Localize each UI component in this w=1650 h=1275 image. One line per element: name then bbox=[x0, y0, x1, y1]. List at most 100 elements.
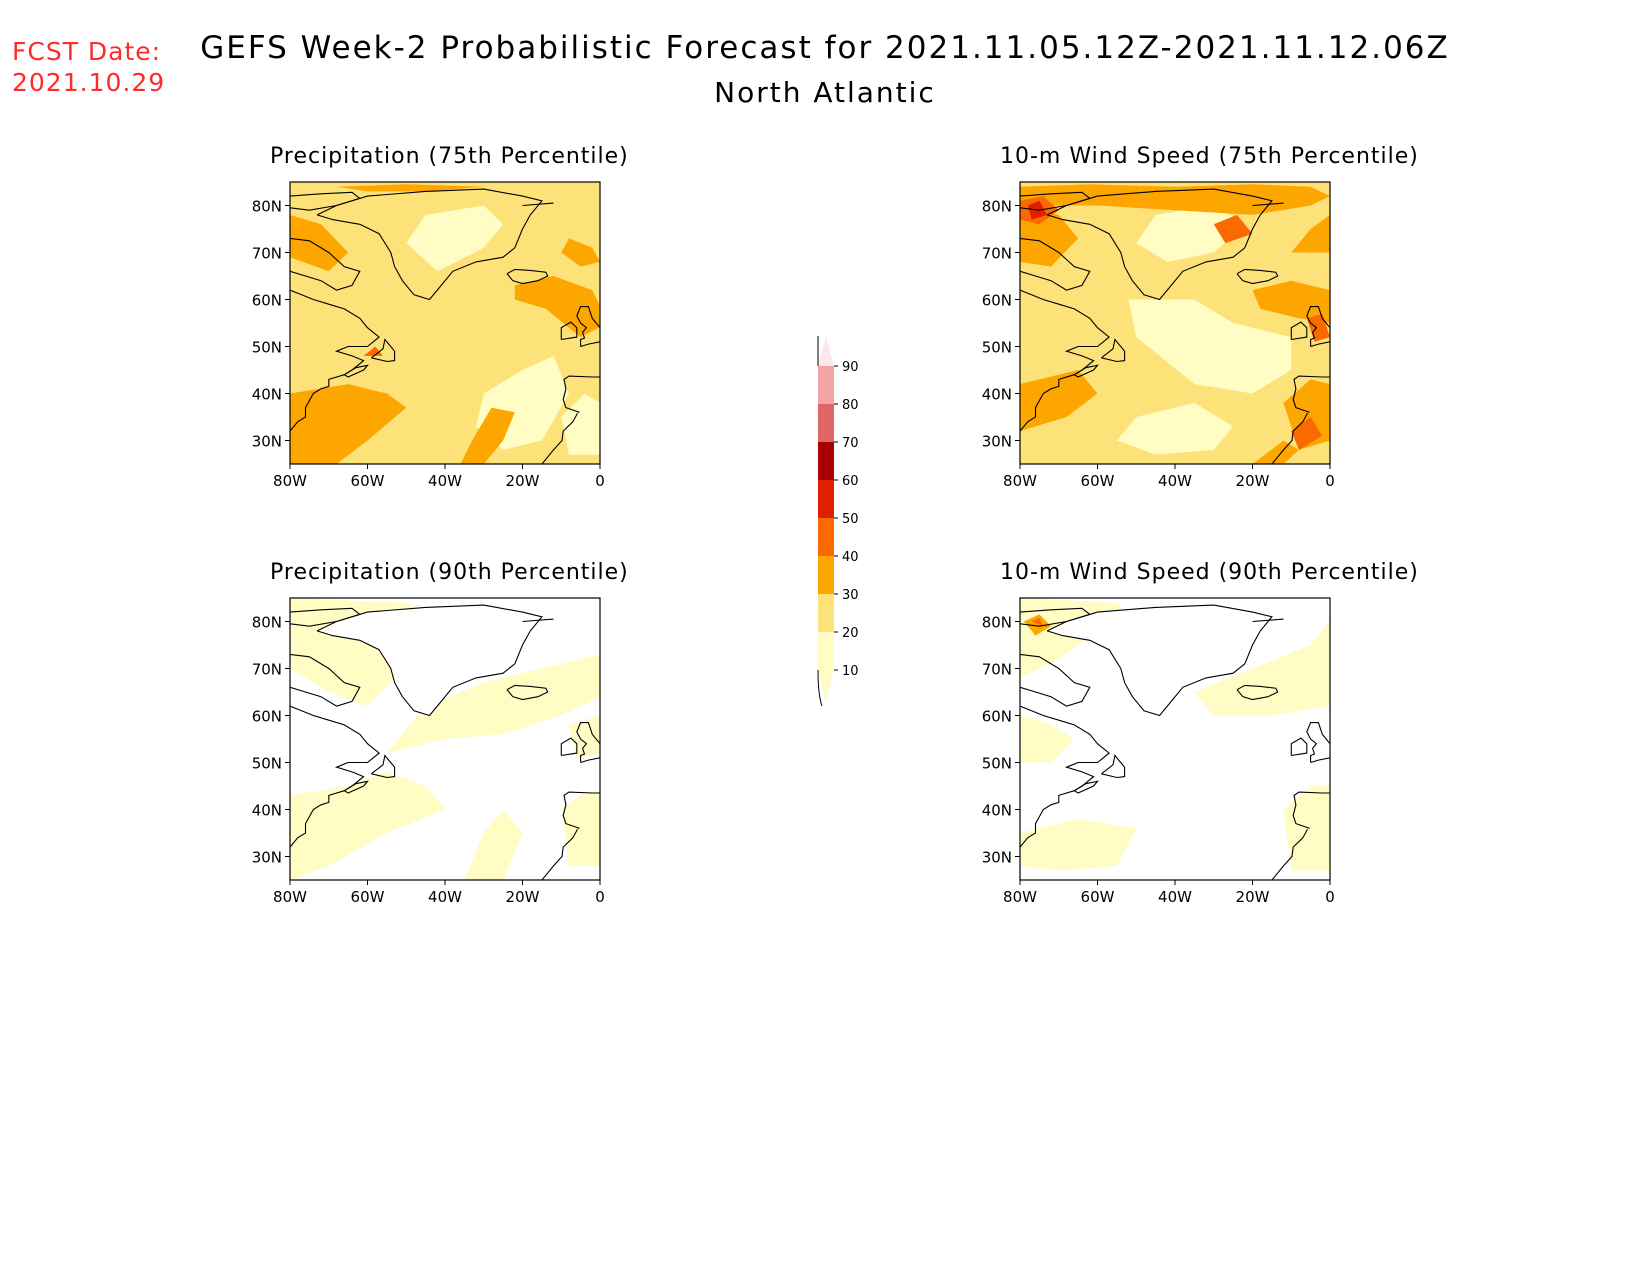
panel-title: 10-m Wind Speed (75th Percentile) bbox=[1000, 144, 1419, 169]
coastline bbox=[541, 828, 578, 880]
coastline bbox=[1252, 618, 1284, 623]
colorbar-label: 10 bbox=[842, 664, 859, 679]
coastline bbox=[1290, 737, 1308, 757]
lon-label: 40W bbox=[428, 472, 462, 490]
lon-label: 80W bbox=[1003, 888, 1037, 906]
probability-shading bbox=[1291, 417, 1323, 450]
map-wind-90: 80N 70N 60N 50N 40N 30N 80W 60W 40W 20W 0 bbox=[982, 597, 1335, 906]
lon-label: 80W bbox=[273, 472, 307, 490]
coastline bbox=[522, 202, 554, 207]
panel-title: Precipitation (90th Percentile) bbox=[270, 560, 629, 585]
coastline bbox=[1306, 722, 1330, 764]
fcst-date-value: 2021.10.29 bbox=[12, 68, 166, 97]
probability-shading bbox=[429, 219, 465, 244]
lat-label: 50N bbox=[252, 339, 282, 357]
probability-shading bbox=[561, 238, 600, 267]
lon-label: 20W bbox=[1236, 888, 1270, 906]
coastline bbox=[290, 705, 380, 848]
coastline bbox=[1236, 684, 1279, 701]
lat-label: 40N bbox=[252, 386, 282, 404]
probability-shading bbox=[1116, 402, 1234, 455]
coastline bbox=[1020, 705, 1110, 848]
lat-label: 50N bbox=[982, 755, 1012, 773]
coastline bbox=[1046, 604, 1273, 717]
greenland-land bbox=[317, 605, 542, 716]
colorbar-label: 70 bbox=[842, 436, 859, 451]
lat-label: 60N bbox=[252, 708, 282, 726]
colorbar-segment bbox=[818, 480, 834, 518]
probability-shading bbox=[1020, 818, 1137, 871]
probability-shading bbox=[514, 276, 600, 338]
page-title: GEFS Week-2 Probabilistic Forecast for 2… bbox=[200, 30, 1450, 66]
panel-wind-75: 10-m Wind Speed (75th Percentile) 80N 70N… bbox=[982, 144, 1470, 524]
coastlines bbox=[290, 604, 600, 880]
lat-label: 30N bbox=[982, 433, 1012, 451]
panel-title: Precipitation (75th Percentile) bbox=[270, 144, 629, 169]
coastline bbox=[1252, 202, 1284, 207]
probability-shading bbox=[336, 184, 484, 192]
coastline bbox=[1101, 754, 1126, 779]
lat-label: 70N bbox=[982, 245, 1012, 263]
colorbar-label: 20 bbox=[842, 626, 859, 641]
lat-label: 80N bbox=[982, 198, 1012, 216]
coastline bbox=[1271, 412, 1308, 464]
lon-label: 40W bbox=[1158, 472, 1192, 490]
coastline bbox=[1271, 828, 1308, 880]
coastline bbox=[290, 607, 361, 627]
probability-shading bbox=[561, 393, 600, 455]
coastline bbox=[562, 375, 600, 413]
coastline bbox=[290, 237, 361, 291]
panel-precip-75: Precipitation (75th Percentile) 80N 70N 60… bbox=[252, 144, 740, 524]
lat-label: 70N bbox=[982, 661, 1012, 679]
colorbar-bottom-arrow bbox=[818, 670, 834, 702]
colorbar-label: 50 bbox=[842, 512, 859, 527]
lon-label: 80W bbox=[1003, 472, 1037, 490]
lat-label: 60N bbox=[982, 292, 1012, 310]
region-subtitle: North Atlantic bbox=[714, 76, 936, 109]
shading-layer bbox=[1020, 598, 1330, 871]
lon-label: 60W bbox=[351, 472, 385, 490]
colorbar-segment bbox=[818, 632, 834, 670]
probability-shading bbox=[290, 384, 407, 464]
coastline bbox=[506, 268, 549, 285]
lat-label: 70N bbox=[252, 661, 282, 679]
probability-shading bbox=[1291, 214, 1330, 253]
coastline bbox=[560, 321, 578, 341]
coastline bbox=[1292, 791, 1330, 829]
colorbar-label: 60 bbox=[842, 474, 859, 489]
lat-label: 70N bbox=[252, 245, 282, 263]
probability-shading bbox=[1252, 280, 1330, 323]
probability-shading bbox=[1020, 715, 1075, 763]
lon-label: 0 bbox=[1325, 472, 1335, 490]
coastline bbox=[1020, 289, 1110, 432]
panel-title: 10-m Wind Speed (90th Percentile) bbox=[1000, 560, 1419, 585]
coastline bbox=[506, 684, 549, 701]
coastline bbox=[1236, 268, 1279, 285]
probability-shading bbox=[460, 407, 515, 464]
coastline bbox=[1020, 607, 1091, 627]
probability-shading bbox=[1194, 621, 1330, 716]
probability-shading bbox=[1031, 617, 1044, 627]
panel-precip-90: Precipitation (90th Percentile) 80N 70N 60… bbox=[252, 560, 740, 940]
probability-shading bbox=[386, 654, 600, 754]
coastline bbox=[522, 618, 554, 623]
coastline bbox=[1292, 375, 1330, 413]
lon-label: 20W bbox=[1236, 472, 1270, 490]
fcst-date-label: FCST Date: 2021.10.29 bbox=[12, 36, 165, 98]
coastlines bbox=[1020, 188, 1330, 464]
lat-label: 50N bbox=[252, 755, 282, 773]
lat-label: 80N bbox=[982, 614, 1012, 632]
lon-label: 20W bbox=[506, 472, 540, 490]
lat-label: 60N bbox=[982, 708, 1012, 726]
coastline bbox=[1020, 237, 1091, 291]
probability-shading bbox=[1023, 614, 1051, 636]
greenland-land bbox=[1047, 605, 1272, 716]
lat-label: 40N bbox=[982, 802, 1012, 820]
probability-shading bbox=[363, 346, 383, 356]
map-precip-75: 80N 70N 60N 50N 40N 30N 80W 60W 40W 20W 0 bbox=[252, 181, 605, 490]
lat-label: 50N bbox=[982, 339, 1012, 357]
map-precip-90: 80N 70N 60N 50N 40N 30N 80W 60W 40W 20W 0 bbox=[252, 597, 605, 906]
colorbar: 10 20 30 40 50 60 70 80 90 bbox=[817, 336, 859, 707]
coastline bbox=[371, 338, 396, 363]
coastlines bbox=[1020, 604, 1330, 880]
